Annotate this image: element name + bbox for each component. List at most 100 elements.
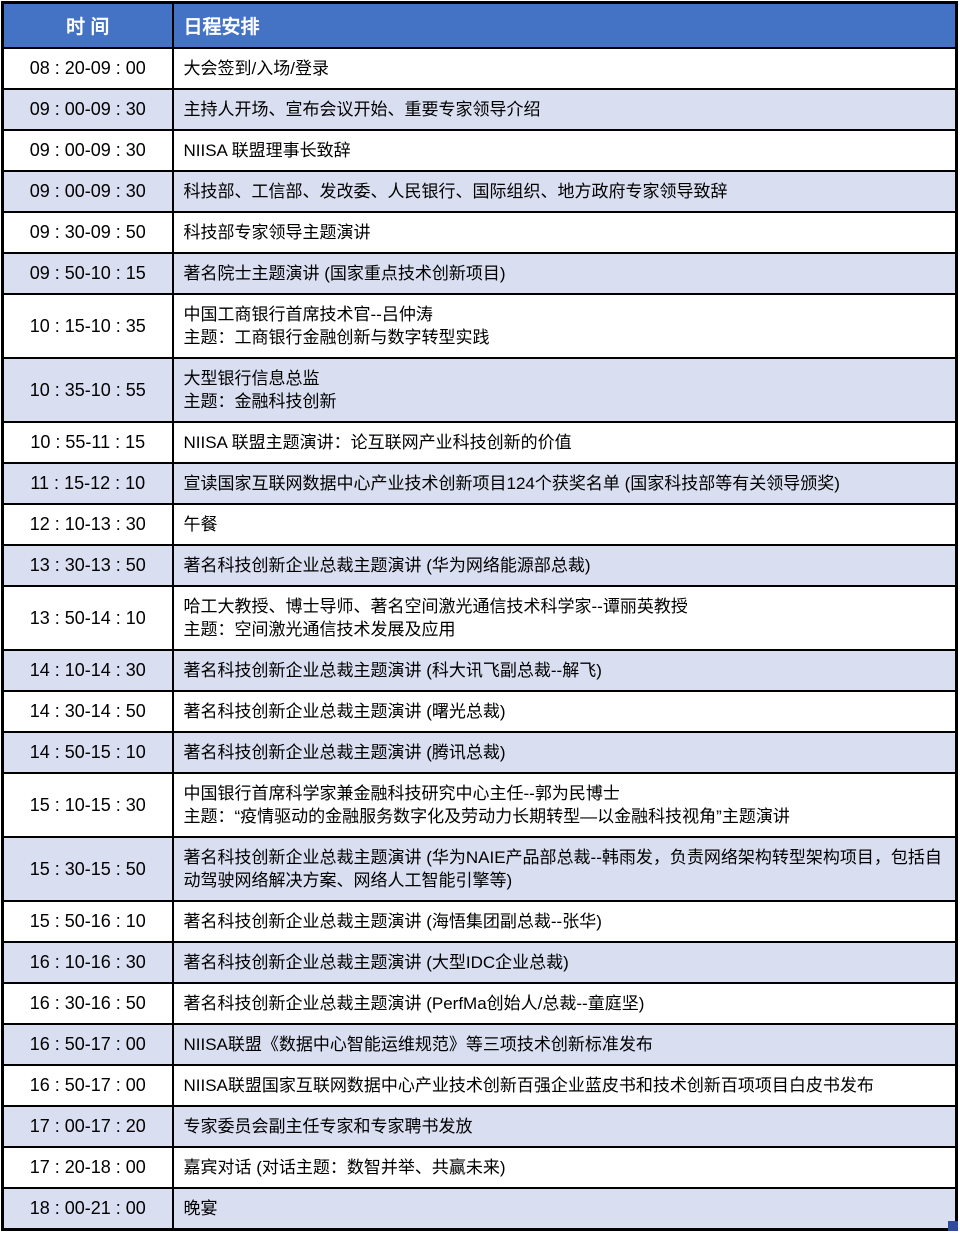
table-row: 16 : 50-17 : 00 NIISA联盟《数据中心智能运维规范》等三项技术… (1, 1023, 958, 1066)
agenda-line: 专家委员会副主任专家和专家聘书发放 (183, 1117, 473, 1136)
agenda-line: 嘉宾对话 (对话主题：数智并举、共赢未来) (183, 1158, 506, 1177)
table-row: 17 : 20-18 : 00 嘉宾对话 (对话主题：数智并举、共赢未来) (1, 1146, 958, 1189)
time-cell: 10 : 55-11 : 15 (1, 421, 174, 464)
agenda-cell: 嘉宾对话 (对话主题：数智并举、共赢未来) (171, 1146, 958, 1189)
agenda-line: 宣读国家互联网数据中心产业技术创新项目124个获奖名单 (国家科技部等有关领导颁… (183, 474, 840, 493)
table-row: 14 : 30-14 : 50 著名科技创新企业总裁主题演讲 (曙光总裁) (1, 690, 958, 733)
time-cell: 09 : 50-10 : 15 (1, 252, 174, 295)
agenda-line: 著名科技创新企业总裁主题演讲 (科大讯飞副总裁--解飞) (183, 661, 602, 680)
agenda-cell: NIISA联盟《数据中心智能运维规范》等三项技术创新标准发布 (171, 1023, 958, 1066)
agenda-line: NIISA 联盟理事长致辞 (183, 141, 351, 160)
agenda-line: 科技部专家领导主题演讲 (183, 223, 371, 242)
agenda-line: 著名科技创新企业总裁主题演讲 (华为NAIE产品部总裁--韩雨发，负责网络架构转… (183, 848, 942, 890)
table-row: 08 : 20-09 : 00 大会签到/入场/登录 (1, 47, 958, 90)
agenda-line: 主题：空间激光通信技术发展及应用 (183, 620, 456, 639)
agenda-line: 主题：工商银行金融创新与数字转型实践 (183, 328, 490, 347)
selection-fill-handle-icon[interactable] (948, 1221, 958, 1231)
agenda-cell: 著名科技创新企业总裁主题演讲 (华为网络能源部总裁) (171, 544, 958, 587)
agenda-cell: 专家委员会副主任专家和专家聘书发放 (171, 1105, 958, 1148)
agenda-cell: 科技部、工信部、发改委、人民银行、国际组织、地方政府专家领导致辞 (171, 170, 958, 213)
agenda-line: 著名科技创新企业总裁主题演讲 (曙光总裁) (183, 702, 506, 721)
table-row: 16 : 10-16 : 30 著名科技创新企业总裁主题演讲 (大型IDC企业总… (1, 941, 958, 984)
time-cell: 14 : 30-14 : 50 (1, 690, 174, 733)
table-row: 16 : 30-16 : 50 著名科技创新企业总裁主题演讲 (PerfMa创始… (1, 982, 958, 1025)
agenda-cell: 著名科技创新企业总裁主题演讲 (大型IDC企业总裁) (171, 941, 958, 984)
agenda-cell: 科技部专家领导主题演讲 (171, 211, 958, 254)
header-time: 时 间 (1, 1, 174, 49)
time-cell: 15 : 10-15 : 30 (1, 772, 174, 838)
agenda-cell: 午餐 (171, 503, 958, 546)
agenda-line: 大会签到/入场/登录 (183, 59, 329, 78)
agenda-line: 著名院士主题演讲 (国家重点技术创新项目) (183, 264, 506, 283)
agenda-cell: 著名科技创新企业总裁主题演讲 (曙光总裁) (171, 690, 958, 733)
time-cell: 12 : 10-13 : 30 (1, 503, 174, 546)
time-cell: 15 : 50-16 : 10 (1, 900, 174, 943)
agenda-line: 著名科技创新企业总裁主题演讲 (华为网络能源部总裁) (183, 556, 591, 575)
agenda-line: 主题：金融科技创新 (183, 392, 337, 411)
time-cell: 13 : 30-13 : 50 (1, 544, 174, 587)
time-cell: 10 : 15-10 : 35 (1, 293, 174, 359)
agenda-cell: 著名科技创新企业总裁主题演讲 (华为NAIE产品部总裁--韩雨发，负责网络架构转… (171, 836, 958, 902)
table-row: 09 : 00-09 : 30 NIISA 联盟理事长致辞 (1, 129, 958, 172)
agenda-line: 中国工商银行首席技术官--吕仲涛 (183, 305, 433, 324)
table-row: 15 : 50-16 : 10 著名科技创新企业总裁主题演讲 (海悟集团副总裁-… (1, 900, 958, 943)
table-row: 14 : 10-14 : 30 著名科技创新企业总裁主题演讲 (科大讯飞副总裁-… (1, 649, 958, 692)
table-row: 11 : 15-12 : 10 宣读国家互联网数据中心产业技术创新项目124个获… (1, 462, 958, 505)
agenda-cell: 中国工商银行首席技术官--吕仲涛主题：工商银行金融创新与数字转型实践 (171, 293, 958, 359)
table-row: 10 : 55-11 : 15 NIISA 联盟主题演讲：论互联网产业科技创新的… (1, 421, 958, 464)
agenda-cell: 著名科技创新企业总裁主题演讲 (海悟集团副总裁--张华) (171, 900, 958, 943)
table-row: 13 : 50-14 : 10 哈工大教授、博士导师、著名空间激光通信技术科学家… (1, 585, 958, 651)
agenda-line: 哈工大教授、博士导师、著名空间激光通信技术科学家--谭丽英教授 (183, 597, 688, 616)
agenda-line: 著名科技创新企业总裁主题演讲 (腾讯总裁) (183, 743, 506, 762)
agenda-line: 著名科技创新企业总裁主题演讲 (大型IDC企业总裁) (183, 953, 569, 972)
agenda-line: 主持人开场、宣布会议开始、重要专家领导介绍 (183, 100, 541, 119)
time-cell: 09 : 00-09 : 30 (1, 170, 174, 213)
time-cell: 10 : 35-10 : 55 (1, 357, 174, 423)
time-cell: 11 : 15-12 : 10 (1, 462, 174, 505)
time-cell: 14 : 50-15 : 10 (1, 731, 174, 774)
agenda-cell: 中国银行首席科学家兼金融科技研究中心主任--郭为民博士主题：“疫情驱动的金融服务… (171, 772, 958, 838)
agenda-cell: 哈工大教授、博士导师、著名空间激光通信技术科学家--谭丽英教授 主题：空间激光通信… (171, 585, 958, 651)
agenda-cell: 大会签到/入场/登录 (171, 47, 958, 90)
table-row: 09 : 00-09 : 30 主持人开场、宣布会议开始、重要专家领导介绍 (1, 88, 958, 131)
agenda-cell: 主持人开场、宣布会议开始、重要专家领导介绍 (171, 88, 958, 131)
agenda-cell: 大型银行信息总监 主题：金融科技创新 (171, 357, 958, 423)
agenda-line: 午餐 (183, 515, 218, 534)
table-row: 09 : 50-10 : 15 著名院士主题演讲 (国家重点技术创新项目) (1, 252, 958, 295)
agenda-cell: 著名科技创新企业总裁主题演讲 (PerfMa创始人/总裁--童庭坚) (171, 982, 958, 1025)
agenda-line: NIISA联盟《数据中心智能运维规范》等三项技术创新标准发布 (183, 1035, 653, 1054)
time-cell: 08 : 20-09 : 00 (1, 47, 174, 90)
table-row: 10 : 15-10 : 35 中国工商银行首席技术官--吕仲涛主题：工商银行金… (1, 293, 958, 359)
time-cell: 17 : 00-17 : 20 (1, 1105, 174, 1148)
time-cell: 17 : 20-18 : 00 (1, 1146, 174, 1189)
agenda-line: NIISA 联盟主题演讲：论互联网产业科技创新的价值 (183, 433, 572, 452)
time-cell: 13 : 50-14 : 10 (1, 585, 174, 651)
time-cell: 09 : 00-09 : 30 (1, 129, 174, 172)
time-cell: 14 : 10-14 : 30 (1, 649, 174, 692)
table-row: 16 : 50-17 : 00 NIISA联盟国家互联网数据中心产业技术创新百强… (1, 1064, 958, 1107)
agenda-line: 主题：“疫情驱动的金融服务数字化及劳动力长期转型—以金融科技视角”主题演讲 (183, 807, 790, 826)
table-row: 09 : 30-09 : 50 科技部专家领导主题演讲 (1, 211, 958, 254)
agenda-line: 晚宴 (183, 1199, 218, 1218)
time-cell: 09 : 00-09 : 30 (1, 88, 174, 131)
agenda-line: 中国银行首席科学家兼金融科技研究中心主任--郭为民博士 (183, 784, 620, 803)
table-row: 17 : 00-17 : 20 专家委员会副主任专家和专家聘书发放 (1, 1105, 958, 1148)
table-row: 12 : 10-13 : 30 午餐 (1, 503, 958, 546)
header-agenda: 日程安排 (171, 1, 958, 49)
agenda-cell: 晚宴 (171, 1187, 958, 1231)
agenda-cell: 著名科技创新企业总裁主题演讲 (腾讯总裁) (171, 731, 958, 774)
agenda-cell: NIISA 联盟理事长致辞 (171, 129, 958, 172)
agenda-line: NIISA联盟国家互联网数据中心产业技术创新百强企业蓝皮书和技术创新百项项目白皮… (183, 1076, 874, 1095)
agenda-cell: 著名科技创新企业总裁主题演讲 (科大讯飞副总裁--解飞) (171, 649, 958, 692)
table-row: 15 : 10-15 : 30 中国银行首席科学家兼金融科技研究中心主任--郭为… (1, 772, 958, 838)
time-cell: 18 : 00-21 : 00 (1, 1187, 174, 1231)
agenda-line: 大型银行信息总监 (183, 369, 320, 388)
agenda-line: 著名科技创新企业总裁主题演讲 (PerfMa创始人/总裁--童庭坚) (183, 994, 645, 1013)
agenda-cell: 宣读国家互联网数据中心产业技术创新项目124个获奖名单 (国家科技部等有关领导颁… (171, 462, 958, 505)
agenda-cell: 著名院士主题演讲 (国家重点技术创新项目) (171, 252, 958, 295)
table-row: 14 : 50-15 : 10 著名科技创新企业总裁主题演讲 (腾讯总裁) (1, 731, 958, 774)
table-row: 18 : 00-21 : 00 晚宴 (1, 1187, 958, 1231)
table-row: 09 : 00-09 : 30 科技部、工信部、发改委、人民银行、国际组织、地方… (1, 170, 958, 213)
